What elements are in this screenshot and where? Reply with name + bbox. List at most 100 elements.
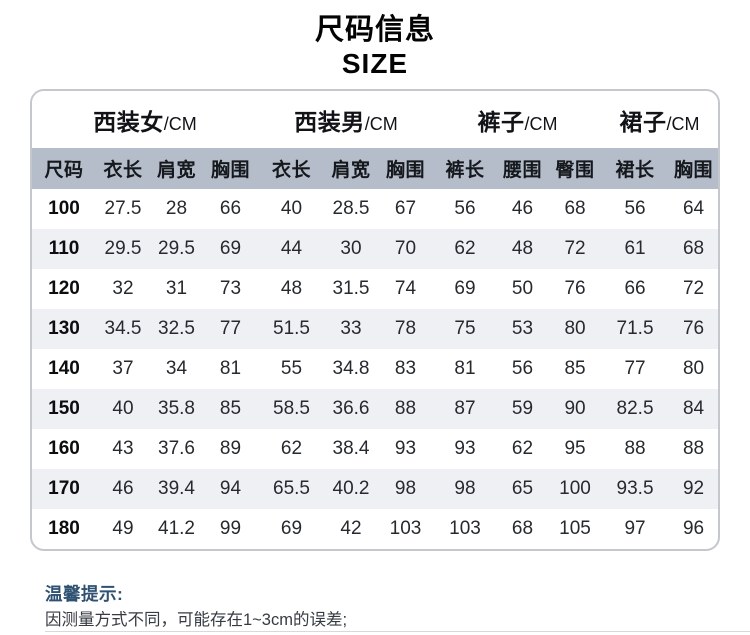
value-cell: 68 (511, 518, 534, 539)
table-row: 140 37 34 81 55 34.8 83 81 56 85 77 80 (32, 349, 718, 389)
value-cell: 35.8 (158, 398, 195, 419)
value-cell: 92 (682, 478, 705, 499)
group-header-row: 西装女/CM 西装男/CM 裤子/CM 裙子/CM (32, 91, 718, 148)
value-cell: 66 (624, 278, 646, 299)
value-cell: 68 (564, 198, 586, 219)
group-unit: /CM (524, 113, 558, 134)
value-cell: 73 (219, 278, 242, 299)
value-cell: 77 (219, 318, 242, 339)
value-cell: 50 (511, 278, 534, 299)
value-cell: 97 (624, 518, 646, 539)
column-header: 臀围 (549, 148, 602, 189)
value-cell: 88 (394, 398, 417, 419)
value-cell: 99 (219, 518, 242, 539)
group-name: 西装男 (294, 108, 365, 135)
value-cell: 103 (449, 518, 481, 539)
size-cell: 150 (48, 398, 80, 419)
value-cell: 72 (682, 278, 705, 299)
value-cell: 32.5 (158, 318, 195, 339)
value-cell: 42 (340, 518, 362, 539)
column-header: 胸围 (203, 148, 258, 189)
size-cell: 160 (48, 438, 80, 459)
group-name: 西装女 (93, 108, 164, 135)
value-cell: 95 (564, 438, 586, 459)
value-cell: 83 (394, 358, 417, 379)
value-cell: 103 (389, 518, 422, 539)
value-cell: 32 (112, 278, 134, 299)
size-table: 西装女/CM 西装男/CM 裤子/CM 裙子/CM 尺码 衣长 肩宽 胸围 衣长 肩宽 胸围 裤长腰… (32, 91, 718, 549)
table-row: 150 40 35.8 85 58.5 36.6 88 87 59 90 82.5 84 (32, 389, 718, 429)
page-header: 尺码信息 SIZE (0, 0, 750, 80)
group-header-3: 裤子/CM (434, 91, 602, 148)
value-cell: 80 (682, 358, 705, 379)
value-cell: 78 (394, 318, 417, 339)
value-cell: 53 (511, 318, 534, 339)
size-cell: 130 (48, 318, 80, 339)
page-title: 尺码信息 (314, 14, 435, 46)
value-cell: 48 (511, 238, 534, 259)
value-cell: 100 (559, 478, 591, 499)
size-cell: 180 (48, 518, 80, 539)
value-cell: 62 (280, 438, 303, 459)
value-cell: 36.6 (332, 398, 370, 419)
value-cell: 85 (219, 398, 242, 419)
value-cell: 67 (394, 198, 417, 219)
value-cell: 89 (219, 438, 242, 459)
value-cell: 72 (564, 238, 586, 259)
value-cell: 82.5 (616, 398, 654, 419)
value-cell: 65.5 (273, 478, 310, 499)
group-name: 裤子 (477, 108, 525, 135)
column-header-row: 尺码 衣长 肩宽 胸围 衣长 肩宽 胸围 裤长 腰围 臀围 裙长 胸围 (32, 148, 718, 189)
size-table-card: 西装女/CM 西装男/CM 裤子/CM 裙子/CM 尺码 衣长 肩宽 胸围 衣长 肩宽 胸围 裤长腰… (30, 89, 720, 551)
value-cell: 37.6 (158, 438, 195, 459)
value-cell: 29.5 (158, 238, 195, 259)
table-row: 160 43 37.6 89 62 38.4 93 93 62 95 88 88 (32, 429, 718, 469)
group-unit: /CM (163, 113, 197, 134)
value-cell: 81 (454, 358, 476, 379)
value-cell: 44 (280, 238, 303, 259)
notice-text: 因测量方式不同，可能存在1~3cm的误差; (45, 611, 348, 629)
value-cell: 51.5 (273, 318, 310, 339)
value-cell: 28.5 (332, 198, 370, 219)
value-cell: 69 (454, 278, 476, 299)
value-cell: 34.8 (332, 358, 370, 379)
column-header: 肩宽 (150, 148, 203, 189)
page-subtitle: SIZE (341, 48, 409, 79)
value-cell: 75 (454, 318, 476, 339)
value-cell: 29.5 (104, 238, 142, 259)
value-cell: 62 (454, 238, 476, 259)
group-unit: /CM (666, 113, 700, 134)
table-row: 120 32 31 73 48 31.5 74 69 50 76 66 72 (32, 269, 718, 309)
value-cell: 93 (394, 438, 417, 459)
value-cell: 59 (511, 398, 534, 419)
value-cell: 34.5 (104, 318, 142, 339)
value-cell: 80 (564, 318, 586, 339)
value-cell: 55 (280, 358, 303, 379)
value-cell: 84 (682, 398, 705, 419)
value-cell: 93 (454, 438, 476, 459)
value-cell: 88 (624, 438, 646, 459)
column-header: 裤长 (434, 148, 496, 189)
size-cell: 140 (48, 358, 80, 379)
group-unit: /CM (364, 113, 398, 134)
size-cell: 170 (48, 478, 80, 499)
column-header: 尺码 (32, 148, 96, 189)
value-cell: 41.2 (158, 518, 195, 539)
size-cell: 110 (48, 238, 80, 259)
column-header: 胸围 (377, 148, 434, 189)
value-cell: 70 (394, 238, 417, 259)
value-cell: 62 (511, 438, 534, 459)
value-cell: 93.5 (616, 478, 654, 499)
group-header-2: 西装男/CM (258, 91, 434, 148)
size-cell: 100 (48, 198, 80, 219)
value-cell: 40 (280, 198, 303, 219)
value-cell: 77 (624, 358, 646, 379)
value-cell: 87 (454, 398, 476, 419)
value-cell: 27.5 (104, 198, 142, 219)
column-header: 胸围 (669, 148, 718, 189)
notice-title: 温馨提示: (45, 584, 124, 604)
size-cell: 120 (48, 278, 80, 299)
value-cell: 43 (112, 438, 134, 459)
value-cell: 33 (340, 318, 362, 339)
table-row: 110 29.5 29.5 69 44 30 70 62 48 72 61 68 (32, 229, 718, 269)
